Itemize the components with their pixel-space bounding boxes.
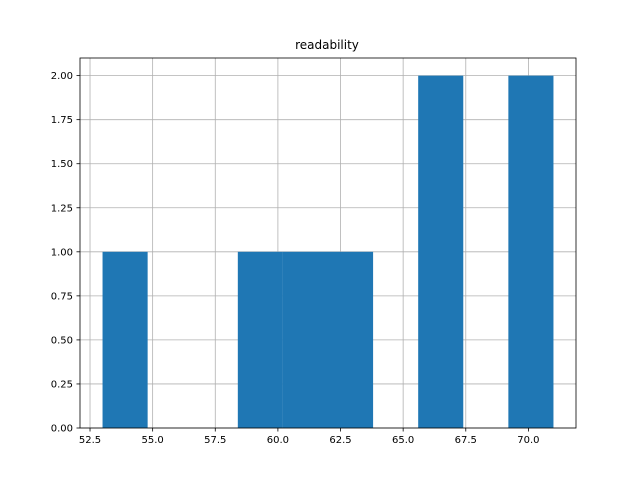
y-tick-label: 1.00 bbox=[51, 247, 73, 258]
plot-frame bbox=[79, 57, 577, 429]
y-tick-label: 0.50 bbox=[51, 335, 73, 346]
y-tick-label: 0.00 bbox=[51, 424, 73, 435]
x-tick-label: 57.5 bbox=[204, 435, 226, 446]
histogram-bar bbox=[328, 251, 374, 428]
bars bbox=[102, 75, 554, 428]
y-tick-label: 2.00 bbox=[51, 71, 73, 82]
x-tick-label: 62.5 bbox=[329, 435, 351, 446]
y-tick-label: 0.25 bbox=[51, 379, 73, 390]
axes bbox=[79, 57, 577, 429]
x-tick-label: 67.5 bbox=[455, 435, 477, 446]
x-axis-ticks: 52.5 55.0 57.5 60.0 62.5 65.0 67.5 70.0 bbox=[79, 428, 540, 446]
y-axis-ticks: 0.00 0.25 0.50 0.75 1.00 1.25 1.50 1.75 2.00 bbox=[51, 71, 80, 435]
histogram-bar bbox=[418, 75, 464, 428]
x-tick-label: 60.0 bbox=[267, 435, 289, 446]
histogram-bar bbox=[282, 251, 328, 428]
y-tick-label: 1.25 bbox=[51, 203, 73, 214]
x-tick-label: 55.0 bbox=[142, 435, 164, 446]
y-tick-label: 1.75 bbox=[51, 115, 73, 126]
histogram-bar bbox=[508, 75, 554, 428]
x-tick-label: 70.0 bbox=[517, 435, 539, 446]
chart-title: readability bbox=[295, 38, 359, 52]
histogram-bar bbox=[102, 251, 148, 428]
x-tick-label: 52.5 bbox=[79, 435, 101, 446]
x-tick-label: 65.0 bbox=[392, 435, 414, 446]
y-tick-label: 1.50 bbox=[51, 159, 73, 170]
histogram-bar bbox=[237, 251, 283, 428]
y-tick-label: 0.75 bbox=[51, 291, 73, 302]
